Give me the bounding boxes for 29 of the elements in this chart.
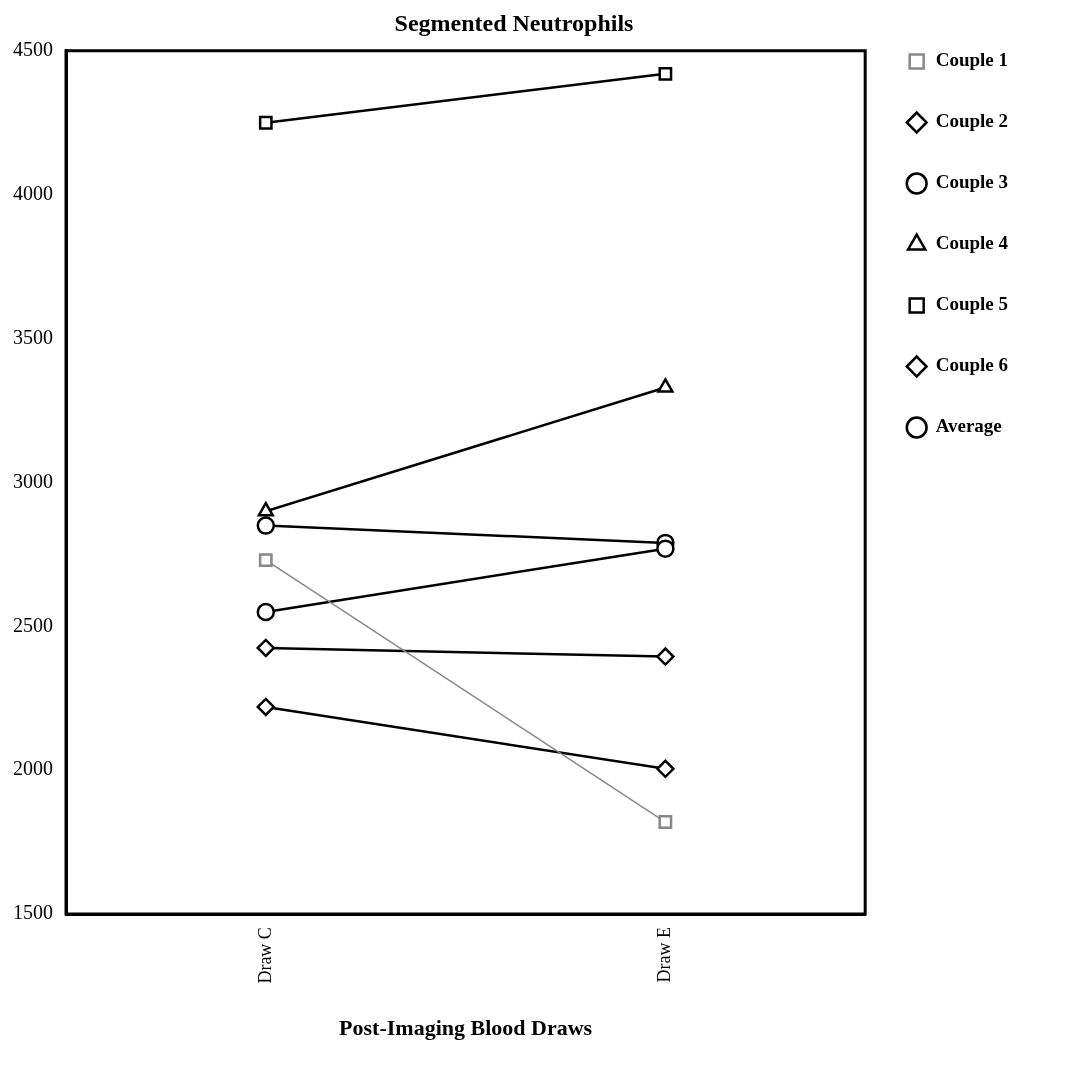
legend-label: Average — [935, 415, 1002, 437]
legend-label: Couple 5 — [935, 293, 1009, 315]
legend-label: Couple 4 — [935, 232, 1009, 254]
legend-label: Couple 1 — [935, 49, 1009, 71]
chart-title: Segmented Neutrophils — [394, 9, 634, 36]
x-axis-title: Post-Imaging Blood Draws — [339, 1015, 593, 1041]
y-tick-label: 3000 — [13, 469, 53, 492]
point — [656, 539, 675, 558]
x-tick-label: Draw E — [654, 927, 675, 983]
legend-label: Couple 2 — [935, 110, 1009, 132]
legend-label: Couple 6 — [935, 354, 1009, 376]
point — [258, 115, 273, 130]
point — [656, 647, 675, 666]
y-tick-label: 4000 — [13, 181, 53, 204]
point — [658, 815, 673, 829]
y-tick-label: 3500 — [13, 325, 53, 348]
y-tick-label: 4500 — [13, 38, 53, 61]
point — [256, 602, 276, 622]
point — [256, 697, 276, 717]
y-tick-label: 1500 — [13, 901, 53, 924]
legend-label: Couple 3 — [935, 171, 1009, 193]
x-tick-label: Draw C — [254, 927, 275, 984]
point — [258, 553, 273, 568]
point — [656, 759, 675, 779]
y-tick-label: 2000 — [13, 757, 53, 780]
point — [256, 516, 276, 535]
point — [658, 66, 673, 81]
y-tick-label: 2500 — [13, 613, 53, 636]
point — [256, 638, 276, 658]
